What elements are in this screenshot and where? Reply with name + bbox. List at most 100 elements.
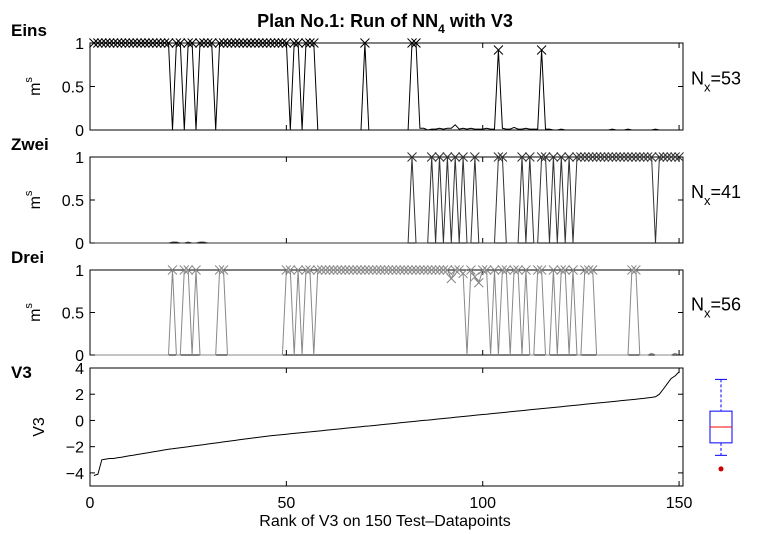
data-point-marker [470,152,480,162]
x-axis: 0 50 100 150 [86,495,693,512]
data-point-marker [611,152,622,162]
data-point-marker [352,265,362,275]
data-point-marker [336,265,347,275]
data-point-marker [631,265,641,275]
data-point-marker [587,152,598,162]
data-point-marker [281,265,292,275]
data-point-marker [446,273,457,284]
data-point-marker [587,265,598,275]
data-point-marker [646,152,657,162]
data-point-marker [147,38,158,48]
data-point-marker [497,152,508,162]
data-point-marker [450,265,461,275]
data-point-marker [603,152,614,162]
data-point-marker [273,38,284,48]
data-point-marker [222,38,233,48]
data-point-marker [202,38,213,48]
data-point-marker [517,152,527,162]
data-point-marker [513,265,523,275]
data-point-marker [265,38,276,48]
data-point-marker [395,265,406,275]
data-point-marker [246,38,256,48]
data-point-marker [458,152,468,162]
data-point-marker [619,152,629,162]
panel-name: Zwei [11,135,49,154]
data-point-marker [293,265,303,275]
data-point-marker [328,265,339,275]
data-point-marker [128,38,139,48]
data-point-marker [426,152,437,162]
y-tick-label: 0.5 [62,80,84,97]
data-point-marker [308,38,319,48]
data-point-marker [218,265,229,275]
data-point-marker [595,152,606,162]
y-tick-label: −4 [66,466,84,483]
v3-boxplot [709,378,733,472]
y-tick-label: 0 [75,236,84,253]
data-point-marker [206,38,217,48]
data-point-marker [411,38,421,48]
data-point-marker [305,38,315,48]
data-point-marker [666,152,677,162]
data-point-marker [230,38,241,48]
data-point-marker [391,265,402,275]
x-tick-label: 0 [86,495,95,512]
data-point-marker [426,265,437,275]
data-point-marker [324,265,335,275]
nx-annotation: Nx=41 [691,182,741,208]
data-point-marker [450,152,461,162]
data-point-marker [407,152,417,162]
data-point-marker [356,265,366,275]
data-point-marker [615,152,626,162]
data-point-marker [583,152,594,162]
data-point-marker [159,38,170,48]
panel-drei: 0 0.5 1 Drei ms Nx=56 [11,248,741,365]
data-point-marker [171,38,182,48]
y-tick-label: 0 [75,413,84,430]
data-point-marker [112,38,123,48]
data-point-marker [654,152,665,162]
data-point-marker [634,152,645,162]
plot-frame [89,269,684,356]
data-point-marker [501,265,512,275]
data-point-marker [214,265,225,275]
series-line [93,42,672,131]
data-point-marker [548,152,559,162]
data-point-marker [591,152,602,162]
data-point-marker [442,152,453,162]
data-point-marker [375,265,386,275]
x-tick-label: 100 [469,495,496,512]
data-point-marker [96,38,107,48]
data-point-marker [383,265,394,275]
data-point-marker [607,152,618,162]
data-point-marker [214,38,225,48]
data-point-marker [183,265,194,275]
data-point-marker [344,265,355,275]
data-point-marker [540,152,551,162]
data-point-marker [627,265,637,275]
data-point-marker [124,38,135,48]
data-point-marker [234,38,245,48]
data-point-marker [379,265,390,275]
data-point-marker [489,265,500,275]
data-point-marker [556,152,567,162]
data-point-marker [269,38,280,48]
data-point-marker [442,265,453,275]
data-point-marker [320,265,331,275]
data-point-marker [242,38,252,48]
data-point-marker [497,265,508,275]
data-point-marker [670,152,680,162]
series-line [93,371,680,476]
data-point-marker [163,38,174,48]
data-point-marker [332,265,343,275]
data-point-marker [579,152,590,162]
data-point-marker [140,38,150,48]
data-point-marker [261,38,272,48]
data-point-marker [493,152,504,162]
data-point-marker [348,265,358,275]
data-point-marker [434,152,445,162]
data-point-marker [340,265,351,275]
data-point-marker [415,265,425,275]
nx-annotation: Nx=56 [691,295,741,321]
data-point-marker [422,265,433,275]
